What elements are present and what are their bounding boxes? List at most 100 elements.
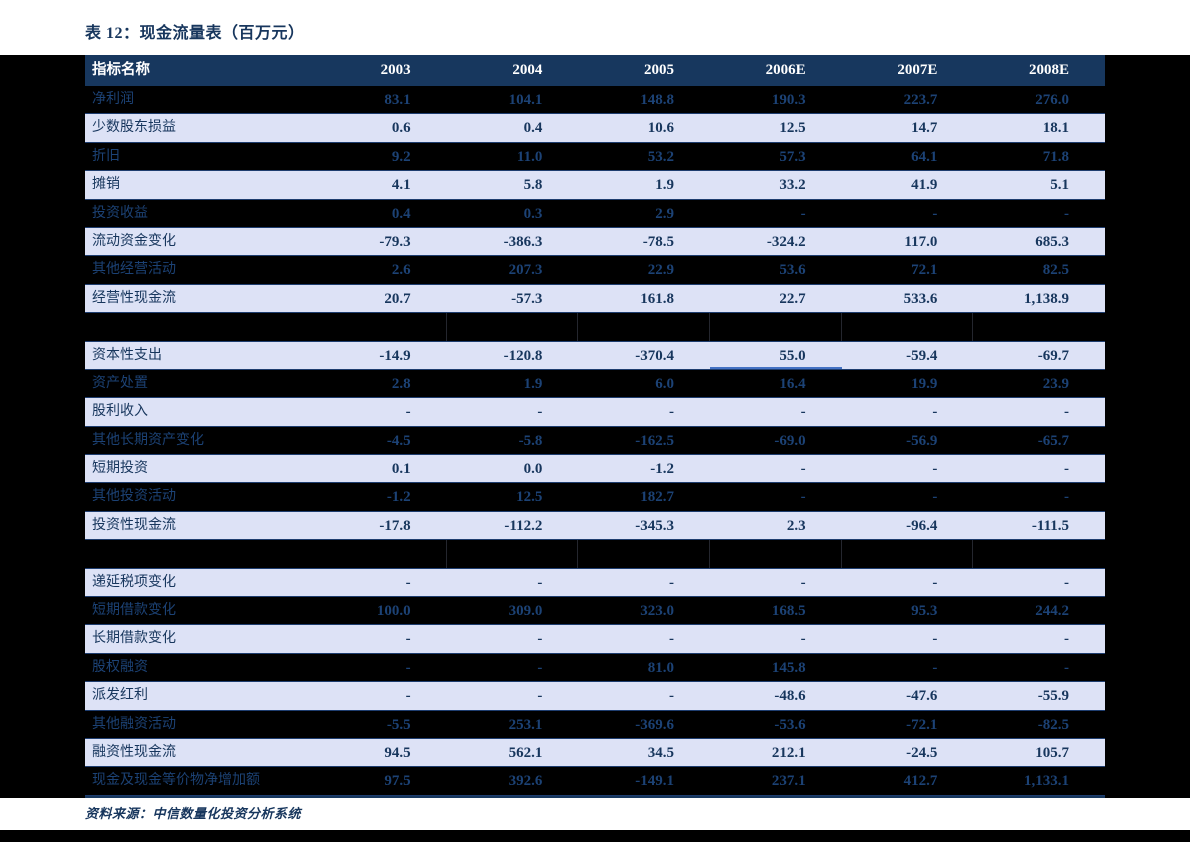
row-label-cell: 摊销	[92, 177, 120, 193]
value-cell: 97.5	[384, 773, 411, 790]
value-cell: 6.0	[655, 375, 674, 392]
value-cell: 104.1	[508, 92, 543, 108]
value-cell: 685.3	[1035, 233, 1069, 250]
value-cell: -	[932, 659, 938, 676]
value-cell: 237.1	[771, 773, 806, 790]
table-black-band: 指标名称 2003 2004 2005 2006E 2007E 2008E 净利润 83.1 1…	[0, 55, 1190, 798]
value-cell	[710, 540, 842, 568]
table-row: 折旧 9.2 11.0 53.2 57.3 64.1 71.8	[85, 143, 1105, 172]
row-label-cell: 资本性支出	[92, 347, 162, 363]
value-cell: 53.2	[647, 148, 674, 165]
value-cell: 18.1	[1042, 120, 1069, 137]
value-cell: -149.1	[635, 773, 674, 790]
table-row: 短期投资 0.1 0.0 -1.2 - - -	[85, 455, 1105, 484]
bottom-black-bar	[0, 830, 1190, 842]
value-cell: 323.0	[640, 603, 674, 620]
value-cell: -	[932, 574, 938, 591]
value-cell: -14.9	[379, 347, 411, 364]
value-cell: -	[405, 688, 411, 705]
value-cell: 145.8	[771, 659, 806, 676]
row-label-cell: 资产处置	[92, 375, 148, 391]
value-cell: -386.3	[503, 233, 543, 250]
row-label-cell: 融资性现金流	[92, 744, 176, 760]
value-cell: 117.0	[904, 233, 938, 250]
row-label-cell: 投资收益	[92, 205, 148, 221]
value-cell: 11.0	[516, 148, 543, 165]
value-cell: -	[669, 631, 674, 648]
value-cell: -	[932, 404, 938, 421]
value-cell	[578, 313, 710, 341]
value-cell: -369.6	[635, 716, 674, 733]
value-cell: 10.6	[647, 120, 674, 137]
row-label-cell: 少数股东损益	[92, 120, 176, 136]
value-cell: -56.9	[906, 432, 938, 449]
value-cell: 20.7	[384, 290, 411, 307]
value-cell: 1,138.9	[1024, 290, 1069, 307]
table-row: 其他融资活动 -5.5 253.1 -369.6 -53.6 -72.1 -82.5	[85, 711, 1105, 739]
row-label-cell: 短期投资	[92, 461, 148, 477]
value-cell: -	[800, 489, 806, 506]
value-cell: -	[800, 574, 806, 591]
value-cell: -	[537, 631, 543, 648]
row-label-cell: 其他投资活动	[92, 489, 176, 505]
value-cell: -78.5	[642, 233, 674, 250]
value-cell: -111.5	[1031, 517, 1069, 534]
value-cell: 22.9	[647, 262, 674, 279]
value-cell: 82.5	[1042, 262, 1069, 279]
value-cell: 562.1	[508, 744, 543, 761]
value-cell: 12.5	[779, 120, 806, 137]
value-cell: -112.2	[504, 517, 543, 534]
value-cell: 182.7	[640, 489, 674, 506]
value-cell: -	[405, 631, 411, 648]
table-row: 投资性现金流 -17.8 -112.2 -345.3 2.3 -96.4 -111.5	[85, 511, 1105, 541]
value-cell: 4.1	[391, 177, 411, 194]
row-label-cell: 递延税项变化	[92, 574, 176, 590]
table-row: 其他投资活动 -1.2 12.5 182.7 - - -	[85, 483, 1105, 512]
value-cell: -120.8	[503, 347, 543, 364]
value-cell: -1.2	[650, 461, 674, 478]
value-cell: 533.6	[903, 290, 938, 307]
table-title: 表 12：现金流量表（百万元）	[85, 25, 305, 42]
row-label-cell: 短期借款变化	[92, 603, 176, 619]
value-cell: 53.6	[779, 262, 806, 279]
value-cell: -57.3	[511, 290, 543, 307]
value-cell: 168.5	[771, 603, 806, 620]
value-cell: 14.7	[911, 120, 938, 137]
value-cell: -17.8	[379, 517, 411, 534]
value-cell: 95.3	[911, 603, 938, 620]
value-cell: 0.4	[523, 120, 543, 137]
value-cell: 392.6	[508, 773, 543, 790]
value-cell: -96.4	[906, 517, 938, 534]
value-cell: -69.7	[1037, 347, 1069, 364]
value-cell: 71.8	[1042, 148, 1069, 165]
value-cell: -	[932, 461, 938, 478]
value-cell: 2.3	[786, 517, 806, 534]
value-cell: -	[537, 574, 543, 591]
value-cell	[578, 540, 710, 568]
table-row-spacer	[85, 540, 1105, 569]
row-label-cell	[85, 540, 315, 567]
value-cell: 72.1	[911, 262, 938, 279]
value-cell: -	[1064, 461, 1069, 478]
value-cell	[842, 313, 974, 341]
value-cell: 94.5	[384, 744, 411, 761]
value-cell: -	[800, 404, 806, 421]
row-label-cell: 其他长期资产变化	[92, 432, 204, 448]
value-cell: -	[1064, 404, 1069, 421]
row-label-cell	[85, 313, 315, 340]
table-row: 经营性现金流 20.7 -57.3 161.8 22.7 533.6 1,138.9	[85, 284, 1105, 314]
table-row: 现金及现金等价物净增加额 97.5 392.6 -149.1 237.1 412.7 1,1…	[85, 767, 1105, 796]
row-label-cell: 其他经营活动	[92, 262, 176, 278]
value-cell: 0.4	[391, 205, 411, 222]
value-cell: 276.0	[1035, 92, 1069, 108]
value-cell	[315, 313, 447, 341]
value-cell: -	[932, 489, 938, 506]
row-label-cell: 长期借款变化	[92, 631, 176, 647]
value-cell: 412.7	[903, 773, 938, 790]
header-cell-label: 指标名称	[92, 62, 150, 78]
row-label-cell: 股权融资	[92, 659, 148, 675]
value-cell	[447, 540, 579, 568]
table-row: 其他长期资产变化 -4.5 -5.8 -162.5 -69.0 -56.9 -65.7	[85, 427, 1105, 456]
value-cell: 2.9	[655, 205, 674, 222]
